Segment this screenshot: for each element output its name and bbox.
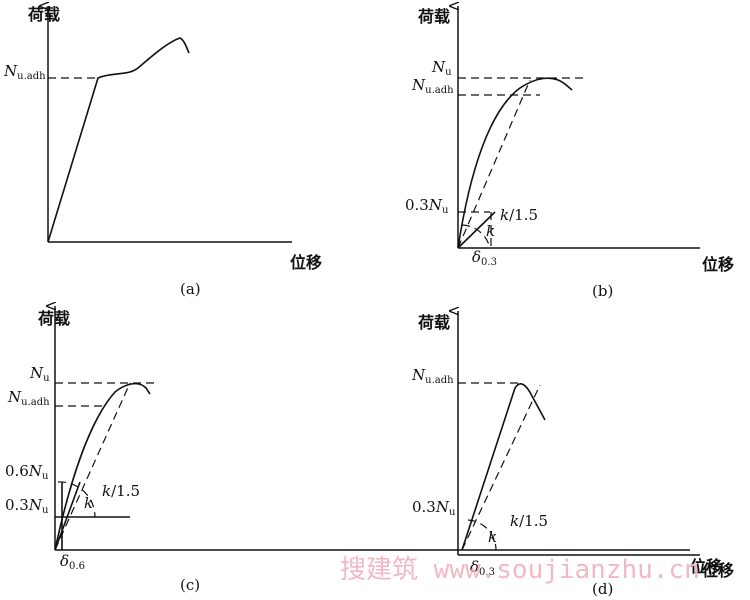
label: δ0.3	[472, 248, 497, 268]
caption: (b)	[592, 282, 613, 300]
label: Nu.adh	[411, 366, 454, 386]
panel-a	[47, 6, 292, 243]
label: δ0.3	[470, 558, 495, 578]
load-curve	[47, 37, 190, 243]
label: Nu	[431, 58, 452, 78]
label: Nu.adh	[411, 76, 454, 96]
label: k/1.5	[500, 206, 538, 224]
label: Nu	[29, 364, 50, 384]
angle-arc	[467, 519, 497, 551]
label: δ0.6	[60, 552, 85, 572]
caption: (d)	[592, 580, 613, 598]
caption: (c)	[180, 576, 200, 594]
label: 0.3Nu	[405, 196, 449, 216]
label: 0.3Nu	[412, 498, 456, 518]
angle-arc	[461, 224, 491, 249]
reduced-stiffness-line	[54, 382, 131, 551]
reduced-stiffness-line	[461, 384, 541, 551]
load-curve	[457, 77, 573, 249]
x-axis-title: 位移	[290, 253, 322, 272]
secant	[54, 481, 81, 551]
label: 0.3Nu	[5, 496, 49, 516]
load-curve	[54, 382, 151, 551]
load-curve	[461, 383, 546, 551]
panel-c	[54, 306, 690, 551]
panel-d	[458, 311, 700, 556]
x-axis-title: 位移	[702, 561, 734, 580]
y-axis-title: 荷载	[38, 309, 70, 328]
panel-b	[457, 6, 700, 249]
y-axis-title: 荷载	[418, 313, 450, 332]
y-axis-title: 荷载	[28, 5, 60, 24]
label: Nu.adh	[3, 62, 46, 82]
label: k	[84, 494, 93, 512]
x-axis-title: 位移	[690, 557, 722, 576]
label: k	[488, 528, 497, 546]
caption: (a)	[180, 280, 201, 298]
x-axis-title: 位移	[702, 255, 734, 274]
label: k/1.5	[102, 482, 140, 500]
watermark: 搜建筑 www.soujianzhu.cn	[340, 555, 700, 585]
label: Nu.adh	[7, 388, 50, 408]
label: 0.6Nu	[5, 462, 49, 482]
label: k/1.5	[510, 512, 548, 530]
y-axis-title: 荷载	[418, 7, 450, 26]
reduced-stiffness-line	[457, 79, 531, 249]
angle-arc	[57, 481, 96, 518]
label: k	[486, 222, 495, 240]
